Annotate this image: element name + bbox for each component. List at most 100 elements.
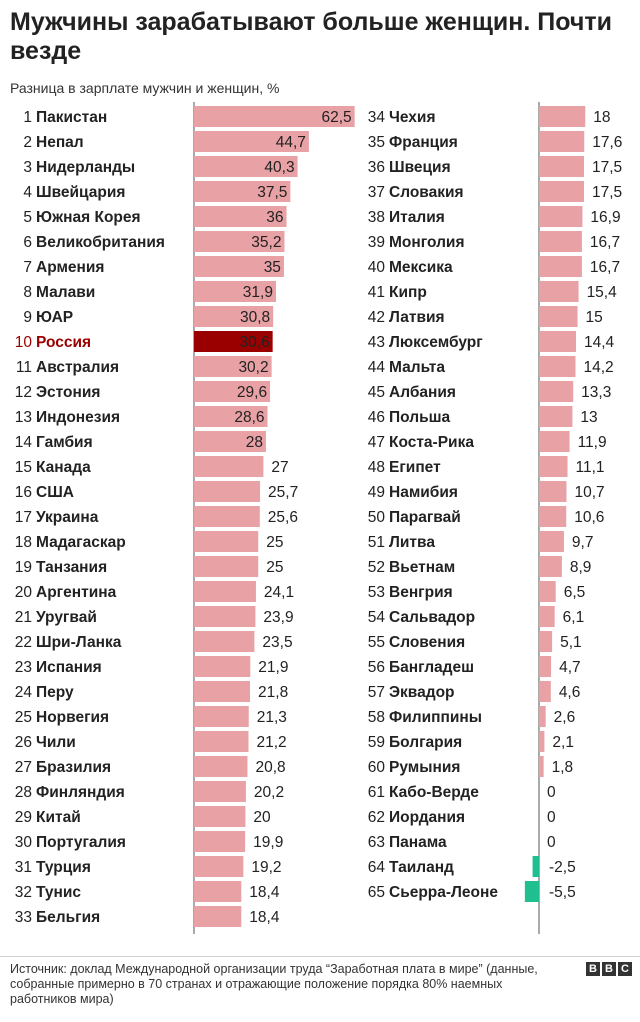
bar-row: 28 Финляндия 20,2: [15, 781, 284, 802]
bar: [194, 581, 256, 602]
country-label: Швейцария: [36, 184, 125, 201]
bar-row: 19 Танзания 25: [15, 556, 284, 577]
bar-row: 39 Монголия 16,7: [368, 231, 620, 252]
value-label: 21,9: [258, 659, 288, 676]
bar: [539, 131, 585, 152]
value-label: 25: [266, 534, 283, 551]
bar: [539, 156, 584, 177]
value-label: 21,3: [257, 709, 287, 726]
value-label: 29,6: [237, 384, 267, 401]
country-label: Непал: [36, 134, 84, 151]
country-label: Коста-Рика: [389, 434, 474, 451]
bar-row: 48 Египет 11,1: [368, 456, 605, 477]
rank-label: 52: [368, 559, 385, 576]
rank-label: 30: [15, 834, 33, 851]
bar: [539, 206, 583, 227]
rank-label: 21: [15, 609, 32, 626]
bar: [194, 631, 255, 652]
bar-row: 23 Испания 21,9: [15, 656, 288, 677]
value-label: 21,8: [258, 684, 288, 701]
bar-row: 64 Таиланд -2,5: [368, 856, 576, 877]
bar-row: 7 Армения 35: [23, 256, 284, 277]
country-label: Испания: [36, 659, 102, 676]
bar-row: 33 Бельгия 18,4: [15, 906, 280, 927]
bar: [194, 406, 268, 427]
country-label: Вьетнам: [389, 559, 455, 576]
rank-label: 46: [368, 409, 385, 426]
bar: [539, 181, 584, 202]
bar: [539, 106, 586, 127]
bbc-logo: B B C: [586, 962, 632, 976]
rank-label: 48: [368, 459, 385, 476]
country-label: США: [36, 484, 74, 501]
rank-label: 26: [15, 734, 32, 751]
country-label: Польша: [389, 409, 451, 426]
rank-label: 45: [368, 384, 385, 401]
rank-label: 19: [15, 559, 32, 576]
bar-row: 49 Намибия 10,7: [368, 481, 605, 502]
bar: [194, 306, 274, 327]
value-label: 4,6: [559, 684, 581, 701]
bar: [539, 281, 579, 302]
rank-label: 37: [368, 184, 385, 201]
value-label: 19,9: [253, 834, 283, 851]
value-label: 20: [253, 809, 271, 826]
value-label: 37,5: [257, 184, 287, 201]
bar-row: 51 Литва 9,7: [368, 531, 593, 552]
rank-label: 50: [368, 509, 386, 526]
bar-row: 52 Вьетнам 8,9: [368, 556, 592, 577]
bar-row: 29 Китай 20: [15, 806, 271, 827]
value-label: 30,2: [238, 359, 268, 376]
bar: [539, 731, 545, 752]
country-label: Уругвай: [36, 609, 97, 626]
value-label: 8,9: [570, 559, 592, 576]
bar: [532, 856, 539, 877]
rank-label: 4: [23, 184, 32, 201]
rank-label: 29: [15, 809, 32, 826]
country-label: Танзания: [36, 559, 107, 576]
bar-row: 13 Индонезия 28,6: [15, 406, 268, 427]
value-label: 15,4: [587, 284, 618, 301]
rank-label: 55: [368, 634, 385, 651]
bar: [539, 531, 564, 552]
country-label: Канада: [36, 459, 91, 476]
bar: [539, 306, 578, 327]
rank-label: 17: [15, 509, 32, 526]
rank-label: 22: [15, 634, 32, 651]
country-label: Панама: [389, 834, 447, 851]
bbc-logo-letter: B: [586, 962, 600, 976]
country-label: ЮАР: [36, 309, 73, 326]
rank-label: 58: [368, 709, 385, 726]
chart-title: Мужчины зарабатывают больше женщин. Почт…: [10, 8, 613, 65]
bar: [194, 281, 276, 302]
bar: [194, 556, 259, 577]
bar: [194, 756, 248, 777]
country-label: Индонезия: [36, 409, 120, 426]
bar-chart: 1 Пакистан 62,52 Непал 44,73 Нидерланды 40,34 Ш…: [15, 102, 622, 934]
value-label: 16,7: [590, 259, 620, 276]
country-label: Венгрия: [389, 584, 453, 601]
bar-row: 37 Словакия 17,5: [368, 181, 622, 202]
value-label: 28,6: [234, 409, 264, 426]
bar: [194, 256, 284, 277]
country-label: Филиппины: [389, 709, 482, 726]
value-label: 18,4: [249, 909, 280, 926]
rank-label: 6: [23, 234, 32, 251]
country-label: Чехия: [389, 109, 436, 126]
rank-label: 15: [15, 459, 32, 476]
rank-label: 61: [368, 784, 385, 801]
rank-label: 49: [368, 484, 385, 501]
rank-label: 23: [15, 659, 32, 676]
value-label: 62,5: [321, 109, 351, 126]
value-label: 30,6: [239, 334, 269, 351]
value-label: 6,5: [564, 584, 586, 601]
rank-label: 35: [368, 134, 385, 151]
bar: [194, 381, 271, 402]
value-label: 0: [547, 834, 556, 851]
rank-label: 39: [368, 234, 385, 251]
value-label: 23,9: [263, 609, 293, 626]
value-label: 0: [547, 809, 556, 826]
bar: [539, 231, 582, 252]
value-label: 0: [547, 784, 556, 801]
value-label: 11,9: [578, 434, 607, 451]
